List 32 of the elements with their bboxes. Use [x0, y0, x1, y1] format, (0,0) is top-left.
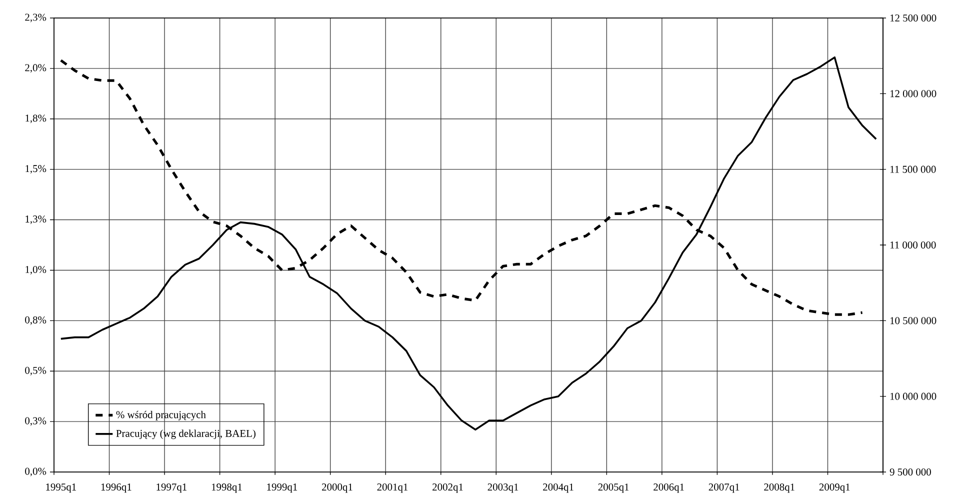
x-tick-label: 2002q1 — [432, 484, 463, 493]
x-tick-label: 2000q1 — [322, 484, 352, 493]
x-tick-label: 1998q1 — [212, 484, 242, 493]
x-tick-label: 2009q1 — [819, 484, 850, 493]
x-tick-label: 2006q1 — [654, 484, 684, 493]
x-tick-label: 2004q1 — [543, 484, 574, 493]
y2-tick-label: 12 500 000 — [890, 14, 936, 22]
x-tick-label: 1996q1 — [101, 484, 132, 493]
y-tick-label: 2,0% — [25, 64, 46, 73]
y2-tick-label: 11 500 000 — [890, 166, 936, 173]
x-tick-label: 1997q1 — [156, 484, 186, 493]
y2-tick-label: 12 000 000 — [890, 90, 936, 98]
y-tick-label: 0,5% — [25, 366, 46, 376]
y2-tick-label: 11 000 000 — [890, 241, 936, 249]
y-tick-label: 1,0% — [26, 266, 46, 274]
x-tick-label: 2005q1 — [598, 484, 629, 493]
y-tick-label: 0,8% — [25, 316, 46, 325]
y2-tick-label: 10 000 000 — [890, 392, 936, 400]
x-tick-label: 2001q1 — [377, 484, 408, 493]
x-tick-label: 2007q1 — [708, 484, 740, 493]
x-tick-label: 2008q1 — [764, 484, 794, 493]
y-tick-label: 1,5% — [26, 165, 46, 174]
y2-tick-label: 9 500 000 — [890, 468, 931, 476]
y-tick-label: 2,3% — [25, 14, 46, 22]
x-tick-label: 1999q1 — [267, 484, 298, 493]
y-tick-label: 1,3% — [26, 215, 46, 224]
y-tick-label: 0,0% — [25, 468, 46, 476]
y2-tick-label: 10 500 000 — [890, 317, 936, 324]
y-tick-label: 1,8% — [26, 114, 46, 124]
x-tick-label: 1995q1 — [46, 484, 76, 493]
x-tick-label: 2003q1 — [488, 484, 518, 493]
y-tick-label: 0,3% — [25, 417, 46, 426]
